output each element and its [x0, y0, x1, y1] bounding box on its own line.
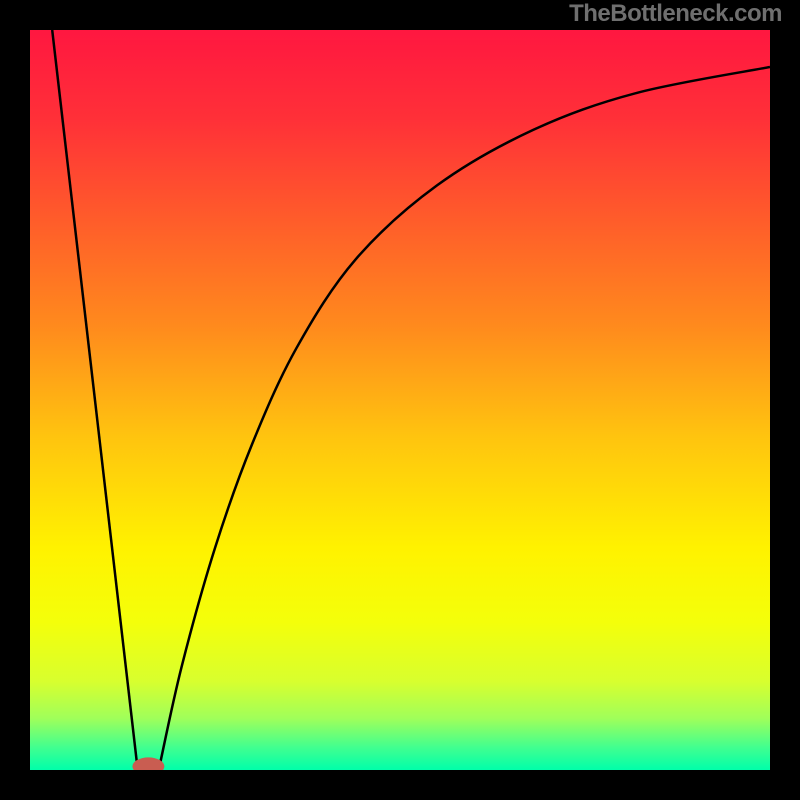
chart-container: TheBottleneck.com: [0, 0, 800, 800]
gradient-background: [30, 30, 770, 770]
chart-svg: [30, 30, 770, 770]
plot-area: [30, 30, 770, 770]
watermark-text: TheBottleneck.com: [569, 0, 782, 28]
